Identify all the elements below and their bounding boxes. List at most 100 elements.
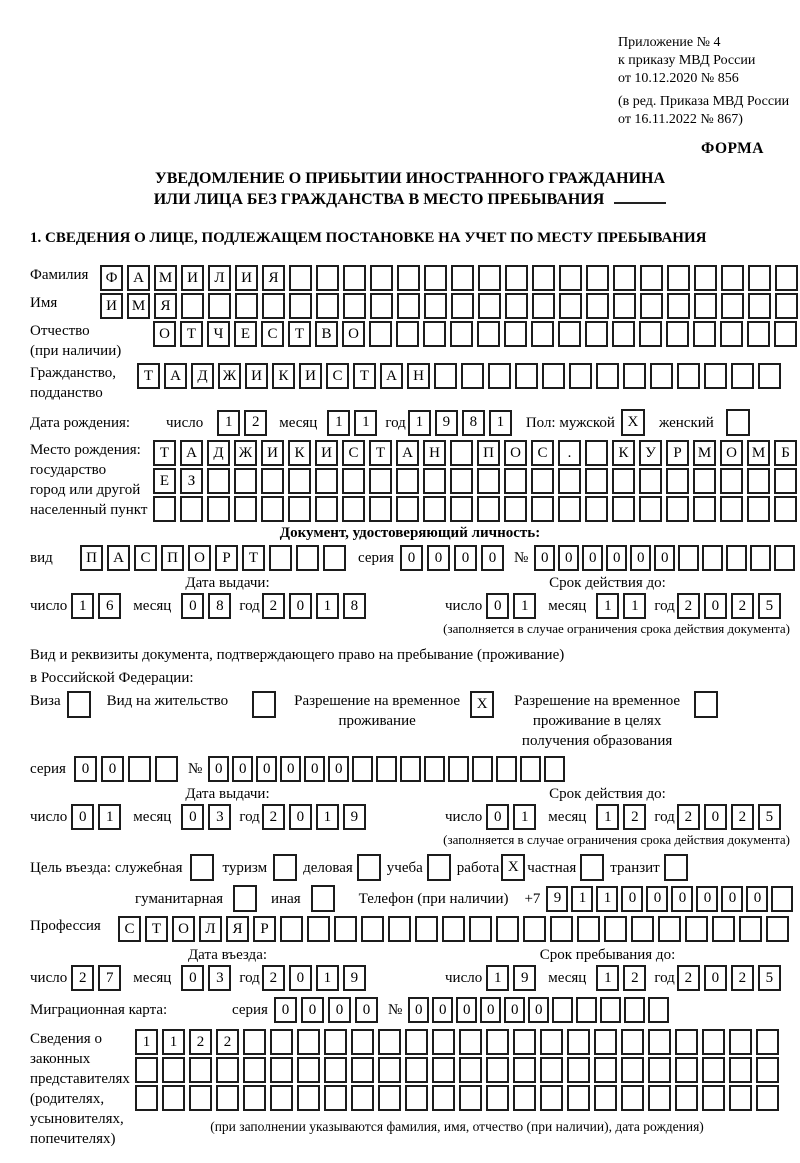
char-box[interactable]: 0: [71, 804, 95, 830]
char-box[interactable]: С: [118, 916, 141, 942]
char-box[interactable]: 0: [208, 756, 230, 782]
char-box[interactable]: [675, 1057, 698, 1083]
purpose-tourism-checkbox[interactable]: [273, 854, 298, 881]
char-box[interactable]: 9: [434, 409, 458, 436]
char-box[interactable]: 6: [98, 593, 122, 619]
char-box[interactable]: [334, 916, 357, 942]
char-box[interactable]: [472, 756, 494, 782]
char-box[interactable]: 1: [488, 409, 512, 436]
char-box[interactable]: Я: [154, 293, 177, 319]
char-box[interactable]: [639, 496, 662, 522]
char-box[interactable]: [531, 468, 554, 494]
residence-permit-checkbox[interactable]: [252, 691, 277, 718]
char-box[interactable]: [477, 321, 500, 347]
char-box[interactable]: [731, 363, 754, 389]
sex-male-checkbox[interactable]: X: [620, 409, 645, 436]
char-box[interactable]: [624, 997, 646, 1023]
char-box[interactable]: [477, 496, 500, 522]
char-box[interactable]: [513, 1057, 536, 1083]
char-box[interactable]: 1: [486, 965, 510, 991]
char-box[interactable]: [504, 496, 527, 522]
purpose-official-checkbox[interactable]: [190, 854, 215, 881]
char-box[interactable]: [756, 1029, 779, 1055]
char-box[interactable]: [775, 265, 798, 291]
char-box[interactable]: [448, 756, 470, 782]
char-box[interactable]: [648, 1057, 671, 1083]
char-box[interactable]: [756, 1085, 779, 1111]
char-box[interactable]: Т: [242, 545, 265, 571]
char-box[interactable]: [315, 468, 338, 494]
char-box[interactable]: О: [720, 440, 743, 466]
char-box[interactable]: [726, 545, 748, 571]
char-box[interactable]: 0: [558, 545, 580, 571]
char-box[interactable]: 1: [596, 593, 620, 619]
char-box[interactable]: [370, 293, 393, 319]
char-box[interactable]: 5: [757, 593, 781, 619]
char-box[interactable]: 0: [181, 965, 205, 991]
char-box[interactable]: А: [380, 363, 403, 389]
char-box[interactable]: [478, 265, 501, 291]
char-box[interactable]: 1: [315, 804, 339, 830]
char-box[interactable]: Д: [191, 363, 214, 389]
char-box[interactable]: 2: [244, 409, 268, 436]
char-box[interactable]: 5: [757, 804, 781, 830]
char-box[interactable]: [316, 265, 339, 291]
char-box[interactable]: [648, 1029, 671, 1055]
char-box[interactable]: [747, 468, 770, 494]
char-box[interactable]: 9: [342, 804, 366, 830]
char-box[interactable]: [702, 1085, 725, 1111]
char-box[interactable]: Ж: [234, 440, 257, 466]
char-box[interactable]: [405, 1057, 428, 1083]
char-box[interactable]: 1: [571, 885, 594, 912]
char-box[interactable]: [315, 496, 338, 522]
char-box[interactable]: [243, 1057, 266, 1083]
char-box[interactable]: 1: [596, 804, 620, 830]
char-box[interactable]: 9: [546, 885, 569, 912]
char-box[interactable]: Е: [153, 468, 176, 494]
char-box[interactable]: 0: [671, 885, 694, 912]
char-box[interactable]: [774, 321, 797, 347]
char-box[interactable]: [771, 885, 794, 912]
char-box[interactable]: 0: [654, 545, 676, 571]
char-box[interactable]: 0: [703, 965, 727, 991]
char-box[interactable]: О: [172, 916, 195, 942]
char-box[interactable]: [461, 363, 484, 389]
char-box[interactable]: Л: [208, 265, 231, 291]
char-box[interactable]: [432, 1057, 455, 1083]
char-box[interactable]: Т: [180, 321, 203, 347]
char-box[interactable]: [567, 1057, 590, 1083]
char-box[interactable]: 0: [181, 804, 205, 830]
char-box[interactable]: [585, 440, 608, 466]
char-box[interactable]: [596, 363, 619, 389]
char-box[interactable]: [459, 1029, 482, 1055]
char-box[interactable]: [774, 468, 797, 494]
char-box[interactable]: Т: [369, 440, 392, 466]
char-box[interactable]: [243, 1029, 266, 1055]
char-box[interactable]: [505, 265, 528, 291]
char-box[interactable]: Е: [234, 321, 257, 347]
char-box[interactable]: [631, 916, 654, 942]
char-box[interactable]: [262, 293, 285, 319]
char-box[interactable]: 0: [256, 756, 278, 782]
char-box[interactable]: О: [504, 440, 527, 466]
char-box[interactable]: [423, 321, 446, 347]
char-box[interactable]: [424, 756, 446, 782]
char-box[interactable]: Б: [774, 440, 797, 466]
char-box[interactable]: 0: [453, 545, 477, 571]
char-box[interactable]: Н: [423, 440, 446, 466]
char-box[interactable]: [234, 468, 257, 494]
char-box[interactable]: М: [154, 265, 177, 291]
char-box[interactable]: 0: [300, 997, 324, 1023]
char-box[interactable]: 2: [676, 804, 700, 830]
char-box[interactable]: .: [558, 440, 581, 466]
char-box[interactable]: [532, 293, 555, 319]
char-box[interactable]: [434, 363, 457, 389]
purpose-study-checkbox[interactable]: [426, 854, 451, 881]
char-box[interactable]: К: [288, 440, 311, 466]
char-box[interactable]: [542, 363, 565, 389]
char-box[interactable]: 1: [98, 804, 122, 830]
char-box[interactable]: 2: [71, 965, 95, 991]
char-box[interactable]: [351, 1057, 374, 1083]
char-box[interactable]: [540, 1057, 563, 1083]
char-box[interactable]: [720, 468, 743, 494]
